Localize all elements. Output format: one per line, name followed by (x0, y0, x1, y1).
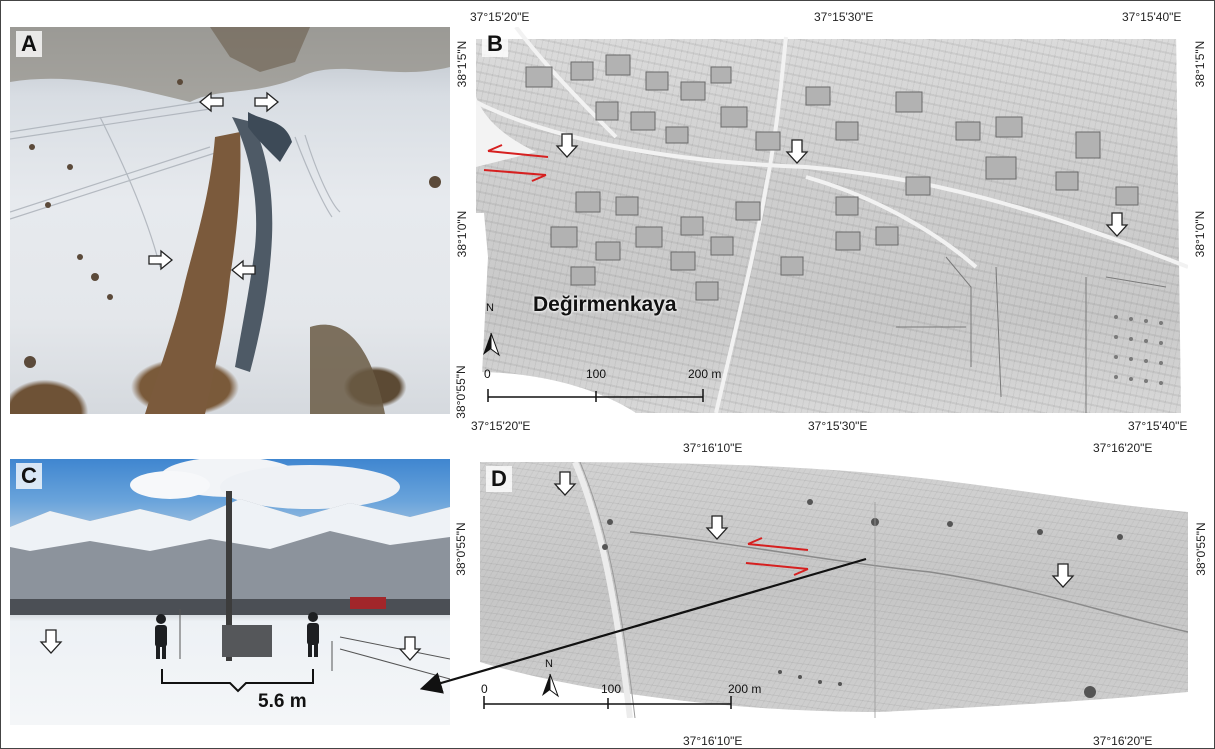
panel-b-hillshade: B Değirmenkaya N 0 100 200 m (476, 27, 1188, 413)
scale-bar (483, 696, 732, 709)
north-label-d: N (545, 658, 553, 670)
panel-d-hillshade: D N 0 100 200 m (480, 462, 1188, 718)
panel-a-scene (10, 27, 450, 414)
scale-label-d-100: 100 (601, 682, 622, 696)
north-arrow-icon (542, 673, 560, 698)
scale-bar (487, 389, 704, 402)
white-arrow-icon (230, 259, 256, 281)
offset-arrows-icon (483, 144, 549, 182)
offset-arrows-icon (745, 537, 809, 576)
d-top-lon-1: 37°16'10"E (683, 441, 743, 455)
panel-c-label: C (16, 463, 42, 489)
b-left-lat-2: 38°1'0"N (455, 210, 469, 258)
b-top-lon-2: 37°15'30"E (814, 10, 874, 24)
panel-b-scene (476, 27, 1188, 413)
b-left-lat-3: 38°0'55"N (454, 365, 468, 419)
white-arrow-icon (705, 515, 729, 540)
b-right-lat-2: 38°1'0"N (1193, 210, 1207, 258)
white-arrow-icon (398, 636, 422, 661)
white-arrow-icon (785, 139, 809, 164)
b-bottom-lon-3: 37°15'40"E (1128, 419, 1188, 433)
b-top-lon-3: 37°15'40"E (1122, 10, 1182, 24)
white-arrow-icon (1105, 212, 1129, 237)
dimension-label: 5.6 m (258, 691, 307, 712)
panel-c-markers (39, 629, 422, 661)
b-bottom-lon-1: 37°15'20"E (471, 419, 531, 433)
place-name: Değirmenkaya (533, 293, 677, 316)
panel-d-markers (483, 471, 1075, 709)
scale-label-d-200: 200 m (728, 682, 762, 696)
white-arrow-icon (39, 629, 63, 654)
panel-c-scene (10, 459, 450, 693)
b-right-lat-1: 38°1'5"N (1193, 40, 1207, 88)
white-arrow-icon (553, 471, 577, 496)
b-top-lon-1: 37°15'20"E (470, 10, 530, 24)
scale-label-b-100: 100 (586, 367, 607, 381)
d-left-lat-1: 38°0'55"N (454, 522, 468, 576)
white-arrow-icon (555, 133, 579, 158)
white-arrow-icon (198, 91, 224, 113)
panel-a-markers (148, 91, 280, 281)
scale-label-b-0: 0 (484, 367, 491, 381)
d-top-lon-2: 37°16'20"E (1093, 441, 1153, 455)
panel-a-label: A (16, 31, 42, 57)
b-bottom-lon-2: 37°15'30"E (808, 419, 868, 433)
panel-b-markers (483, 133, 1129, 402)
panel-b-label: B (482, 31, 508, 57)
panel-d-label: D (486, 466, 512, 492)
d-bottom-lon-1: 37°16'10"E (683, 734, 743, 748)
north-arrow-icon (483, 332, 501, 357)
d-bottom-lon-2: 37°16'20"E (1093, 734, 1153, 748)
panel-a-photo: A (10, 27, 450, 414)
scale-label-b-200: 200 m (688, 367, 722, 381)
north-label-b: N (486, 302, 494, 314)
white-arrow-icon (254, 91, 280, 113)
d-right-lat-1: 38°0'55"N (1194, 522, 1208, 576)
panel-c-photo: C 5.6 m (10, 459, 450, 725)
white-arrow-icon (148, 249, 174, 271)
b-left-lat-1: 38°1'5"N (455, 40, 469, 88)
dimension-brace (161, 669, 314, 693)
scale-label-d-0: 0 (481, 682, 488, 696)
white-arrow-icon (1051, 563, 1075, 588)
